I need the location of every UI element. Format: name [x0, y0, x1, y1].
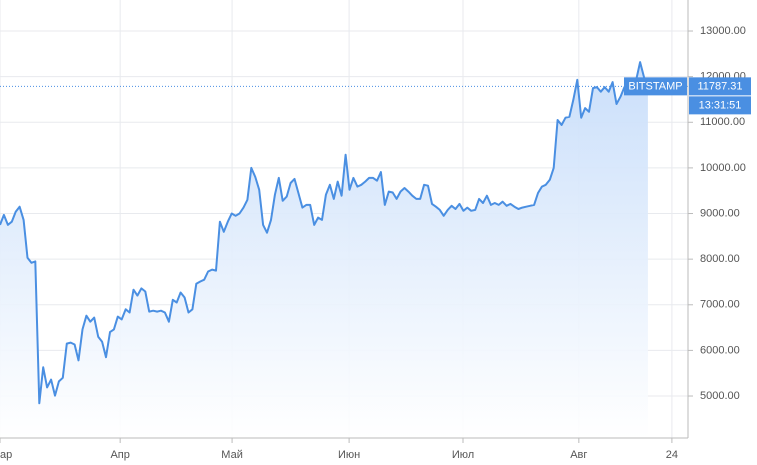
y-tick-label: 6000.00	[700, 344, 740, 356]
area	[0, 62, 648, 438]
time-label: 13:31:51	[699, 99, 742, 111]
y-tick-label: 7000.00	[700, 299, 740, 311]
x-tick-label: 24	[666, 449, 678, 461]
x-tick-label: Май	[221, 449, 243, 461]
last-price-label: 11787.31	[697, 80, 742, 92]
series-name: BITSTAMP	[628, 80, 682, 92]
x-tick-label: Июл	[452, 449, 474, 461]
x-tick-label: Авг	[570, 449, 587, 461]
y-tick-label: 10000.00	[700, 162, 746, 174]
y-tick-label: 9000.00	[700, 207, 740, 219]
y-tick-label: 8000.00	[700, 253, 740, 265]
line	[0, 61, 649, 405]
x-tick-label: ар	[0, 449, 12, 461]
plot	[0, 61, 688, 438]
x-tick-label: Июн	[338, 449, 360, 461]
axes: 5000.00 6000.00 7000.00 8000.00 9000.00 10000…	[0, 25, 751, 461]
y-tick-label: 11000.00	[700, 116, 745, 128]
y-tick-label: 13000.00	[700, 25, 746, 37]
x-tick-label: Апр	[110, 449, 129, 461]
last-price-box	[689, 77, 751, 96]
y-tick-label: 5000.00	[700, 390, 740, 402]
time-box	[689, 96, 751, 115]
series-name-box	[624, 77, 687, 96]
